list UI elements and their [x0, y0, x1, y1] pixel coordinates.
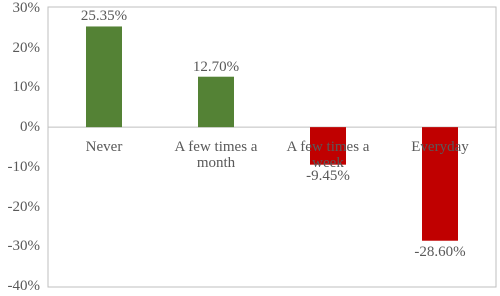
- y-tick-label: 30%: [12, 0, 41, 16]
- bar: [422, 127, 458, 241]
- data-label: -9.45%: [306, 167, 350, 184]
- y-tick-label: -40%: [7, 278, 41, 294]
- y-tick-label: -20%: [7, 198, 41, 215]
- x-tick-label: Everyday: [411, 139, 469, 156]
- bar: [86, 26, 122, 128]
- x-tick-label: Never: [85, 139, 123, 156]
- data-label: -28.60%: [414, 243, 466, 260]
- y-tick-label: 20%: [12, 39, 41, 56]
- y-tick-label: 0%: [20, 119, 40, 136]
- y-tick-label: -30%: [7, 238, 41, 255]
- y-tick-label: -10%: [7, 158, 41, 175]
- plot-frame: [47, 6, 497, 288]
- y-tick-label: 10%: [12, 79, 41, 96]
- x-tick-label: A few times a month: [174, 139, 258, 172]
- bar: [310, 127, 346, 165]
- x-tick-label: A few times a week: [286, 139, 370, 172]
- data-label: 12.70%: [192, 58, 240, 75]
- bar: [198, 76, 234, 128]
- data-label: 25.35%: [80, 8, 128, 25]
